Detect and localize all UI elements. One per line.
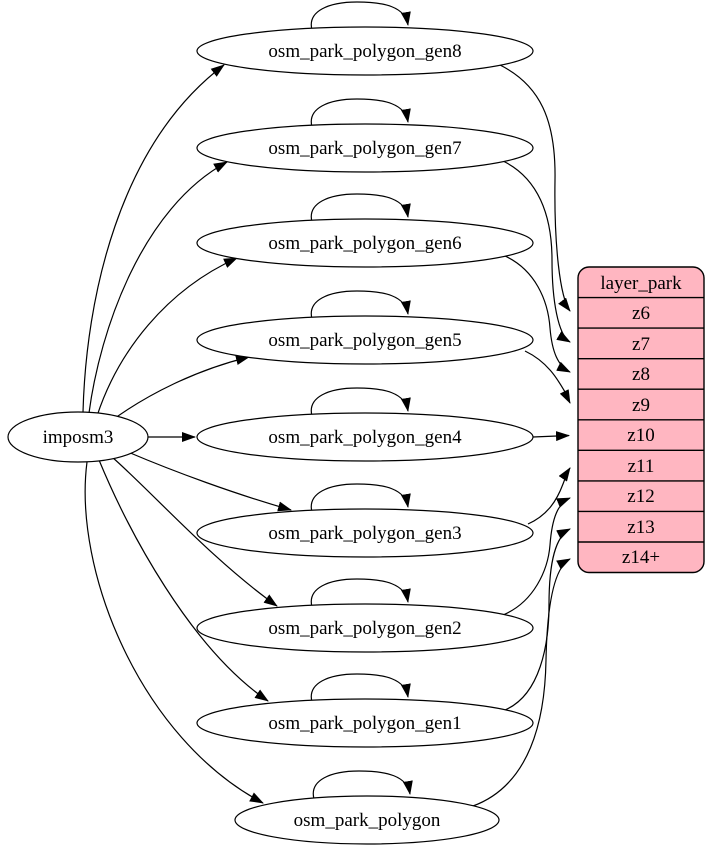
node-osm_park_polygon_gen3-shape (196, 508, 534, 558)
edge-imposm3-osm_park_polygon_gen8 (82, 64, 225, 413)
node-imposm3: imposm3 (7, 411, 149, 463)
edges-to-layer (472, 64, 571, 807)
self-loop-osm_park_polygon_gen5 (310, 290, 411, 320)
node-osm_park_polygon_gen4-label: osm_park_polygon_gen4 (268, 427, 462, 448)
self-loop-osm_park_polygon (312, 770, 413, 800)
edge-osm_park_polygon-z14plus (472, 558, 571, 807)
edge-imposm3-osm_park_polygon_gen7 (88, 161, 228, 414)
node-osm_park_polygon_gen1: osm_park_polygon_gen1 (196, 698, 534, 748)
edge-imposm3-osm_park_polygon_gen6 (96, 257, 238, 417)
edges-from-imposm3 (82, 64, 292, 804)
node-osm_park_polygon_gen4-shape (196, 412, 534, 462)
layer-park-row-z13: z13 (627, 517, 654, 538)
node-osm_park_polygon_gen4: osm_park_polygon_gen4 (196, 412, 534, 462)
node-osm_park_polygon-label: osm_park_polygon (294, 810, 441, 831)
layer-park-row-z14plus: z14+ (622, 547, 660, 568)
node-osm_park_polygon_gen8: osm_park_polygon_gen8 (196, 26, 534, 76)
self-loop-osm_park_polygon_gen3 (310, 483, 411, 513)
node-osm_park_polygon_gen6-label: osm_park_polygon_gen6 (268, 233, 461, 254)
node-osm_park_polygon: osm_park_polygon (234, 795, 500, 845)
edge-osm_park_polygon_gen2-z12 (502, 497, 571, 616)
edge-osm_park_polygon_gen5-z9 (524, 350, 571, 404)
edge-osm_park_polygon_gen7-z7 (502, 160, 571, 343)
node-osm_park_polygon_gen5-shape (196, 315, 534, 365)
layer-park-row-z11: z11 (628, 456, 655, 477)
self-loop-osm_park_polygon_gen4 (310, 387, 411, 417)
node-osm_park_polygon_gen1-shape (196, 698, 534, 748)
node-imposm3-label: imposm3 (43, 427, 114, 448)
layer-park-row-z9: z9 (632, 395, 650, 416)
edge-osm_park_polygon_gen1-z13 (504, 528, 571, 711)
node-osm_park_polygon-shape (234, 795, 500, 845)
node-osm_park_polygon_gen2-label: osm_park_polygon_gen2 (268, 618, 461, 639)
edge-imposm3-osm_park_polygon (84, 461, 264, 804)
node-imposm3-shape (7, 411, 149, 463)
self-loop-osm_park_polygon_gen8 (310, 1, 411, 31)
edge-imposm3-osm_park_polygon_gen2 (111, 456, 278, 607)
edge-osm_park_polygon_gen8-z6 (499, 64, 571, 312)
self-loop-edges (310, 1, 413, 800)
node-osm_park_polygon_gen3-label: osm_park_polygon_gen3 (268, 523, 461, 544)
node-osm_park_polygon_gen6: osm_park_polygon_gen6 (196, 218, 534, 268)
edge-imposm3-osm_park_polygon_gen3 (127, 451, 292, 512)
layer-park-node: layer_park z6 z7 z8 z9 z10 z11 z12 z13 z… (577, 266, 705, 574)
self-loop-osm_park_polygon_gen1 (310, 673, 411, 703)
nodes: imposm3 osm_park_polygon_gen8 osm_park_p… (7, 26, 534, 845)
node-osm_park_polygon_gen6-shape (196, 218, 534, 268)
edge-imposm3-osm_park_polygon_gen1 (98, 459, 269, 702)
self-loop-osm_park_polygon_gen7 (310, 98, 411, 128)
node-osm_park_polygon_gen2-shape (196, 603, 534, 653)
layer-park-row-z10: z10 (627, 425, 654, 446)
node-osm_park_polygon_gen7-shape (196, 123, 534, 173)
node-osm_park_polygon_gen3: osm_park_polygon_gen3 (196, 508, 534, 558)
node-osm_park_polygon_gen7: osm_park_polygon_gen7 (196, 123, 534, 173)
layer-park-row-z7: z7 (632, 334, 650, 355)
node-osm_park_polygon_gen8-label: osm_park_polygon_gen8 (268, 41, 461, 62)
edge-osm_park_polygon_gen3-z11 (527, 467, 571, 525)
node-osm_park_polygon_gen5-label: osm_park_polygon_gen5 (268, 330, 461, 351)
node-osm_park_polygon_gen7-label: osm_park_polygon_gen7 (268, 138, 461, 159)
self-loop-osm_park_polygon_gen6 (310, 193, 411, 223)
self-loop-osm_park_polygon_gen2 (310, 578, 411, 608)
node-osm_park_polygon_gen8-shape (196, 26, 534, 76)
edge-osm_park_polygon_gen4-z10 (532, 431, 570, 442)
layer-park-row-z12: z12 (627, 486, 654, 507)
node-osm_park_polygon_gen5: osm_park_polygon_gen5 (196, 315, 534, 365)
edge-imposm3-osm_park_polygon_gen5 (110, 355, 250, 422)
layer-park-row-z8: z8 (632, 364, 650, 385)
node-osm_park_polygon_gen2: osm_park_polygon_gen2 (196, 603, 534, 653)
layer-park-row-dividers (578, 296, 704, 543)
layer-park-row-z6: z6 (632, 303, 650, 324)
layer-park-title: layer_park (600, 273, 682, 294)
node-osm_park_polygon_gen1-label: osm_park_polygon_gen1 (268, 713, 461, 734)
edge-osm_park_polygon_gen6-z8 (504, 255, 571, 373)
